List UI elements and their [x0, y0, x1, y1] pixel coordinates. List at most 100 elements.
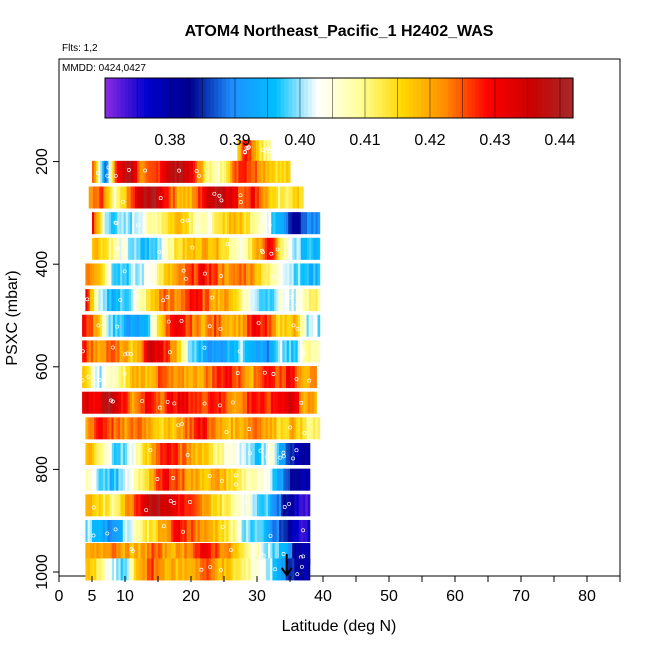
heatmap-cell — [197, 160, 200, 183]
heatmap-cell — [258, 340, 261, 363]
heatmap-cell — [213, 417, 217, 440]
heatmap-cell — [203, 160, 206, 183]
heatmap-cell — [198, 263, 201, 286]
heatmap-cell — [104, 340, 107, 363]
heatmap-cell — [241, 212, 245, 235]
heatmap-cell — [204, 558, 207, 581]
heatmap-cell — [286, 314, 290, 337]
heatmap-cell — [172, 340, 175, 363]
heatmap-cell — [100, 263, 104, 286]
heatmap-band — [82, 314, 321, 337]
heatmap-cell — [160, 366, 163, 389]
heatmap-cell — [268, 443, 271, 466]
heatmap-cell — [146, 212, 150, 235]
heatmap-cell — [237, 140, 239, 163]
heatmap-cell — [126, 186, 130, 209]
heatmap-cell — [205, 391, 209, 414]
colorbar-segment — [190, 78, 196, 118]
heatmap-cell — [166, 160, 169, 183]
sample-point — [244, 499, 249, 504]
colorbar-segment — [354, 78, 360, 118]
heatmap-cell — [292, 443, 295, 466]
heatmap-cell — [141, 314, 145, 337]
heatmap-cell — [215, 289, 219, 312]
sample-point — [299, 400, 304, 405]
heatmap-cell — [195, 519, 199, 542]
heatmap-cell — [219, 186, 222, 209]
heatmap-cell — [170, 186, 174, 209]
heatmap-cell — [173, 443, 177, 466]
heatmap-cell — [201, 212, 205, 235]
heatmap-cell — [136, 519, 139, 542]
heatmap-cell — [115, 314, 118, 337]
heatmap-cell — [171, 391, 174, 414]
sample-point — [217, 403, 222, 408]
heatmap-cell — [138, 558, 141, 581]
heatmap-cell — [204, 543, 207, 566]
heatmap-cell — [313, 237, 316, 260]
heatmap-cell — [241, 289, 245, 312]
heatmap-cell — [214, 391, 218, 414]
heatmap-cell — [204, 519, 207, 542]
heatmap-cell — [281, 212, 285, 235]
heatmap-cell — [202, 543, 205, 566]
heatmap-cell — [99, 314, 103, 337]
x-tick-label: 5 — [88, 588, 97, 605]
heatmap-cell — [232, 519, 236, 542]
heatmap-cell — [197, 519, 201, 542]
heatmap-cell — [248, 186, 252, 209]
heatmap-cell — [186, 391, 189, 414]
heatmap-cell — [249, 140, 251, 163]
heatmap-cell — [141, 417, 145, 440]
sample-point — [202, 271, 207, 276]
colorbar-segment — [128, 78, 133, 118]
heatmap-cell — [199, 391, 202, 414]
heatmap-cell — [84, 314, 87, 337]
heatmap-cell — [219, 543, 223, 566]
heatmap-cell — [217, 263, 221, 286]
heatmap-cell — [265, 519, 269, 542]
heatmap-cell — [188, 366, 192, 389]
heatmap-cell — [303, 543, 306, 566]
heatmap-cell — [141, 289, 145, 312]
heatmap-cell — [232, 468, 236, 491]
heatmap-cell — [292, 237, 295, 260]
heatmap-cell — [94, 468, 97, 491]
heatmap-cell — [139, 186, 142, 209]
colorbar-segment — [300, 78, 305, 118]
heatmap-cell — [127, 443, 130, 466]
heatmap-cell — [149, 558, 152, 581]
heatmap-cell — [235, 263, 238, 286]
heatmap-cell — [116, 443, 119, 466]
heatmap-cell — [228, 160, 231, 183]
heatmap-cell — [294, 237, 298, 260]
heatmap-cell — [99, 391, 103, 414]
heatmap-cell — [231, 314, 235, 337]
heatmap-cell — [304, 340, 307, 363]
heatmap-cell — [224, 543, 227, 566]
heatmap-cell — [273, 212, 276, 235]
heatmap-cell — [132, 391, 135, 414]
heatmap-cell — [284, 263, 288, 286]
heatmap-cell — [171, 494, 174, 517]
heatmap-cell — [115, 212, 118, 235]
heatmap-cell — [269, 289, 273, 312]
heatmap-cell — [150, 289, 154, 312]
heatmap-cell — [186, 237, 190, 260]
heatmap-cell — [91, 289, 95, 312]
heatmap-cell — [155, 443, 159, 466]
heatmap-cell — [129, 366, 133, 389]
heatmap-cell — [120, 186, 123, 209]
heatmap-cell — [239, 558, 243, 581]
heatmap-cell — [307, 212, 310, 235]
heatmap-cell — [151, 443, 155, 466]
heatmap-cell — [103, 186, 107, 209]
heatmap-cell — [205, 366, 209, 389]
heatmap-cell — [226, 212, 230, 235]
heatmap-cell — [285, 519, 289, 542]
heatmap-cell — [151, 160, 155, 183]
heatmap-cell — [294, 366, 298, 389]
heatmap-cell — [307, 237, 310, 260]
heatmap-cell — [137, 289, 141, 312]
